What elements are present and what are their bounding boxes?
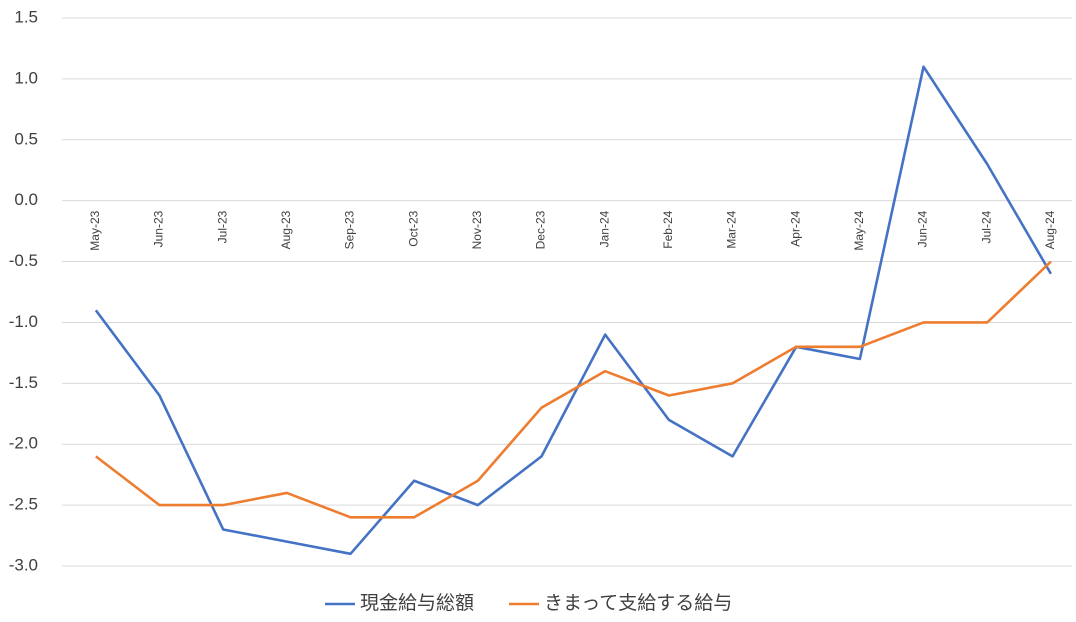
y-tick-label: -1.0 bbox=[9, 312, 38, 331]
data-line bbox=[95, 260, 1052, 519]
x-tick-label: Aug-24 bbox=[1043, 210, 1057, 249]
x-tick-label: Mar-24 bbox=[725, 210, 739, 248]
x-tick-label: May-23 bbox=[88, 210, 102, 250]
y-tick-label: 1.5 bbox=[14, 7, 38, 26]
x-tick-label: Aug-23 bbox=[279, 210, 293, 249]
y-tick-label: 0.0 bbox=[14, 190, 38, 209]
x-tick-label: Oct-23 bbox=[406, 210, 420, 246]
x-tick-label: Jun-23 bbox=[152, 210, 166, 247]
x-tick-label: Sep-23 bbox=[343, 210, 357, 249]
x-tick-label: Apr-24 bbox=[788, 210, 802, 246]
y-tick-label: -3.0 bbox=[9, 555, 38, 574]
y-tick-label: -2.5 bbox=[9, 495, 38, 514]
x-tick-label: Jan-24 bbox=[597, 210, 611, 247]
y-tick-label: -0.5 bbox=[9, 251, 38, 270]
x-tick-label: Jun-24 bbox=[916, 210, 930, 247]
y-tick-label: -2.0 bbox=[9, 434, 38, 453]
x-tick-label: Nov-23 bbox=[470, 210, 484, 249]
x-tick-label: May-24 bbox=[852, 210, 866, 250]
y-tick-label: 1.0 bbox=[14, 68, 38, 87]
x-tick-label: Jul-24 bbox=[979, 210, 993, 243]
legend-label: 現金給与総額 bbox=[360, 592, 474, 614]
x-tick-label: Dec-23 bbox=[534, 210, 548, 249]
legend-label: きまって支給する給与 bbox=[544, 592, 732, 614]
x-tick-label: Feb-24 bbox=[661, 210, 675, 248]
data-line bbox=[94, 65, 1053, 556]
x-tick-label: Jul-23 bbox=[215, 210, 229, 243]
y-tick-label: -1.5 bbox=[9, 373, 38, 392]
y-tick-label: 0.5 bbox=[14, 129, 38, 148]
